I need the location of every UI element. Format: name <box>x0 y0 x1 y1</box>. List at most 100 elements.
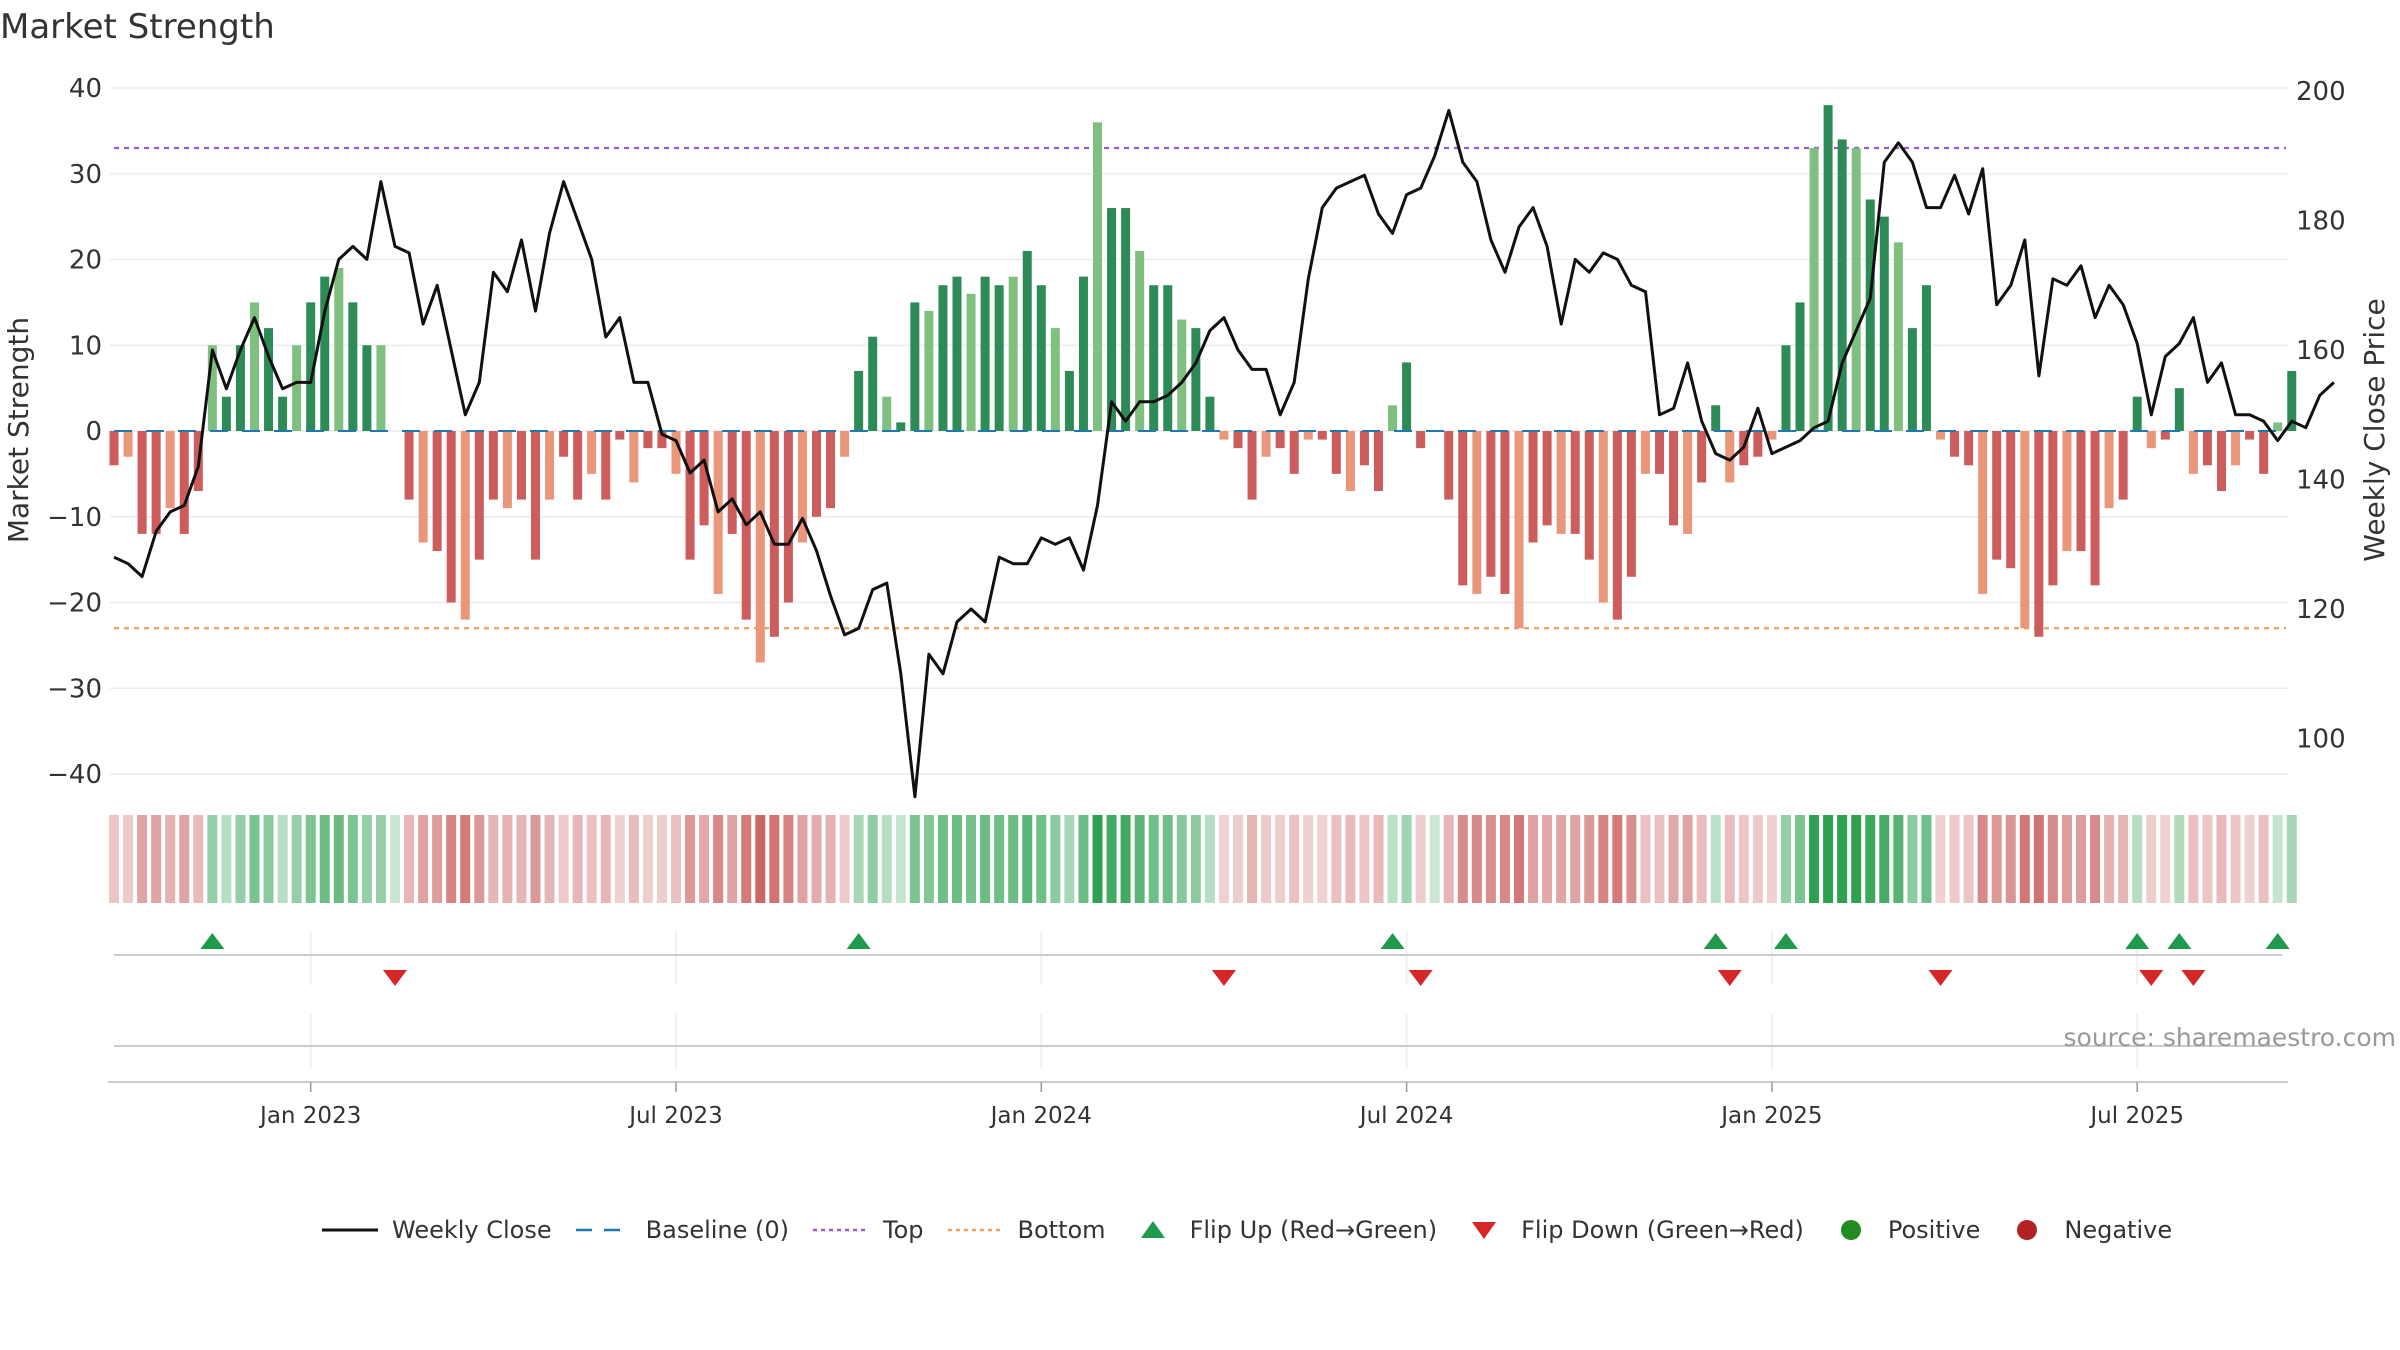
strength-bar <box>2273 422 2283 431</box>
strength-strip-cell <box>1893 815 1904 903</box>
strength-bar <box>2020 431 2030 629</box>
legend-flip-down: Flip Down (Green→Red) <box>1459 1216 1804 1244</box>
strength-strip-cell <box>1654 815 1665 903</box>
strength-bar <box>1107 208 1117 431</box>
strength-bar <box>292 345 302 431</box>
strength-bar <box>1317 431 1327 440</box>
left-axis-label: Market Strength <box>2 317 35 543</box>
strength-bar <box>1964 431 1974 466</box>
strength-strip-cell <box>2160 815 2171 903</box>
strength-strip-cell <box>1134 815 1145 903</box>
x-axis-ticks: Jan 2023 Jul 2023 Jan 2024 Jul 2024 Jan 2025… <box>258 1082 2184 1129</box>
strength-bar <box>2160 431 2170 440</box>
flip-up-marker <box>1380 933 1405 949</box>
strength-bar <box>1893 242 1903 431</box>
strength-bar <box>1008 276 1018 431</box>
strength-bar <box>1177 319 1187 431</box>
strength-strip-cell <box>516 815 527 903</box>
legend-weekly-close-label: Weekly Close <box>392 1216 552 1244</box>
strength-bar <box>1542 431 1552 526</box>
strength-strip-cell <box>769 815 780 903</box>
strength-bar <box>1612 431 1622 620</box>
strength-bar <box>966 293 976 431</box>
right-axis-label: Weekly Close Price <box>2358 298 2391 561</box>
strength-bar <box>2006 431 2016 569</box>
strength-bar <box>1936 431 1945 440</box>
strength-strip-cell <box>825 815 836 903</box>
legend: Weekly Close Baseline (0) Top Bottom Fli… <box>320 1210 2194 1250</box>
right-tick-label: 120 <box>2296 595 2346 625</box>
strength-strip-cell <box>1795 815 1805 903</box>
strength-bar <box>1907 328 1917 431</box>
strength-bar <box>2076 431 2086 552</box>
strength-strip-cell <box>895 815 906 903</box>
strength-strip-cell <box>741 815 752 903</box>
strength-strip-cell <box>390 815 400 903</box>
strength-strip-cell <box>1429 815 1440 903</box>
negative-dot-icon <box>2017 1220 2038 1240</box>
strength-bar <box>1388 405 1398 431</box>
x-tick-label: Jan 2023 <box>258 1103 361 1129</box>
flip-up-marker <box>846 933 871 949</box>
strength-bar <box>2034 431 2044 637</box>
strength-bar <box>699 431 709 526</box>
strength-strip-cell <box>2005 815 2016 903</box>
legend-baseline-label: Baseline (0) <box>645 1216 790 1244</box>
flip-down-marker <box>1717 970 1742 986</box>
right-tick-label: 180 <box>2296 207 2346 237</box>
strength-bar <box>769 431 779 637</box>
strength-strip-cell <box>151 815 162 903</box>
strength-bar <box>587 431 597 474</box>
strength-bar <box>2259 431 2269 474</box>
strength-strip-cell <box>614 815 625 903</box>
strength-strip-cell <box>1949 815 1960 903</box>
strength-bar <box>1921 285 1931 431</box>
strength-strip-cell <box>952 815 962 903</box>
strength-strip-cell <box>361 815 372 903</box>
flip-up-marker <box>2125 933 2150 949</box>
strength-bar <box>1837 139 1847 431</box>
strength-bar <box>1233 431 1243 449</box>
strength-bar <box>783 431 793 603</box>
strength-bar <box>727 431 737 534</box>
strength-strip-cell <box>1050 815 1061 903</box>
strength-bar <box>1374 431 1383 492</box>
strength-strip-cell <box>1289 815 1300 903</box>
strength-strip-cell <box>1570 815 1581 903</box>
strength-strip-cell <box>811 815 822 903</box>
strength-strip-cell <box>2272 815 2283 903</box>
weekly-close-swatch-icon <box>322 1228 378 1232</box>
strength-bar <box>278 396 288 431</box>
strength-strip-cell <box>1963 815 1974 903</box>
strength-bar <box>952 276 962 431</box>
strength-bar <box>2202 431 2212 466</box>
strength-bar <box>1486 431 1496 577</box>
strength-bar <box>1753 431 1763 457</box>
legend-flip-up: Flip Up (Red→Green) <box>1128 1216 1437 1244</box>
strength-bar <box>643 431 653 449</box>
strength-bar <box>123 431 133 457</box>
strength-strip-cell <box>1752 815 1763 903</box>
strength-bar <box>2174 388 2184 431</box>
strength-strip-cell <box>1682 815 1693 903</box>
strength-bar <box>1022 250 1032 431</box>
strength-bar <box>1711 405 1721 431</box>
strength-strip-cell <box>1078 815 1089 903</box>
strength-bar <box>2048 431 2058 586</box>
strength-strip-cell <box>1401 815 1412 903</box>
strength-bar <box>165 431 175 509</box>
flip-up-triangle-icon <box>1140 1221 1165 1238</box>
strength-bar <box>882 396 892 431</box>
legend-bottom-label: Bottom <box>1017 1216 1106 1244</box>
strength-strip-cell <box>109 815 119 903</box>
strength-bar <box>2132 396 2142 431</box>
strength-strip-cell <box>1837 815 1848 903</box>
strength-strip-cell <box>909 815 920 903</box>
strength-strip-cell <box>1556 815 1567 903</box>
legend-top: Top <box>811 1216 924 1244</box>
strength-bar <box>221 396 231 431</box>
strength-bar <box>2231 431 2241 466</box>
strength-strip-cell <box>1724 815 1735 903</box>
right-tick-label: 100 <box>2296 725 2346 755</box>
